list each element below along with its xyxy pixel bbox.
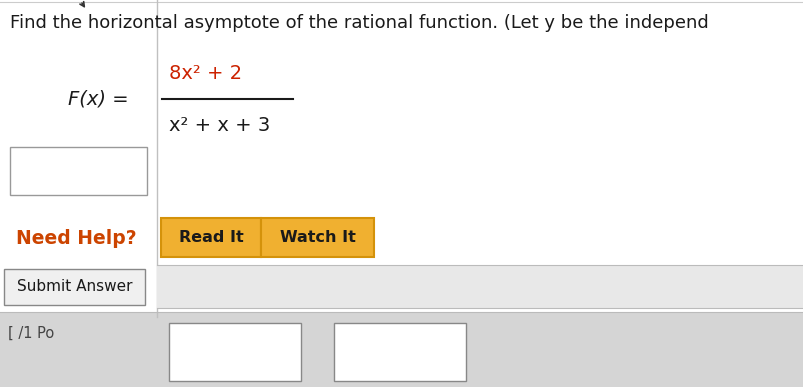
Text: Need Help?: Need Help?: [16, 228, 137, 248]
Text: Find the horizontal asymptote of the rational function. (Let y be the independ: Find the horizontal asymptote of the rat…: [10, 14, 707, 32]
FancyBboxPatch shape: [0, 312, 803, 387]
FancyBboxPatch shape: [161, 218, 261, 257]
FancyBboxPatch shape: [169, 323, 301, 381]
FancyBboxPatch shape: [10, 147, 147, 195]
Text: 8x² + 2: 8x² + 2: [169, 64, 242, 83]
Text: F(x) =: F(x) =: [68, 89, 128, 108]
FancyBboxPatch shape: [157, 265, 803, 308]
FancyBboxPatch shape: [333, 323, 466, 381]
FancyBboxPatch shape: [261, 218, 373, 257]
Text: Read It: Read It: [178, 230, 243, 245]
Text: x² + x + 3: x² + x + 3: [169, 116, 270, 135]
Text: Watch It: Watch It: [279, 230, 355, 245]
Text: Submit Answer: Submit Answer: [17, 279, 132, 294]
FancyBboxPatch shape: [0, 0, 803, 317]
FancyBboxPatch shape: [4, 269, 145, 305]
Text: [ /1 Po: [ /1 Po: [8, 325, 55, 340]
